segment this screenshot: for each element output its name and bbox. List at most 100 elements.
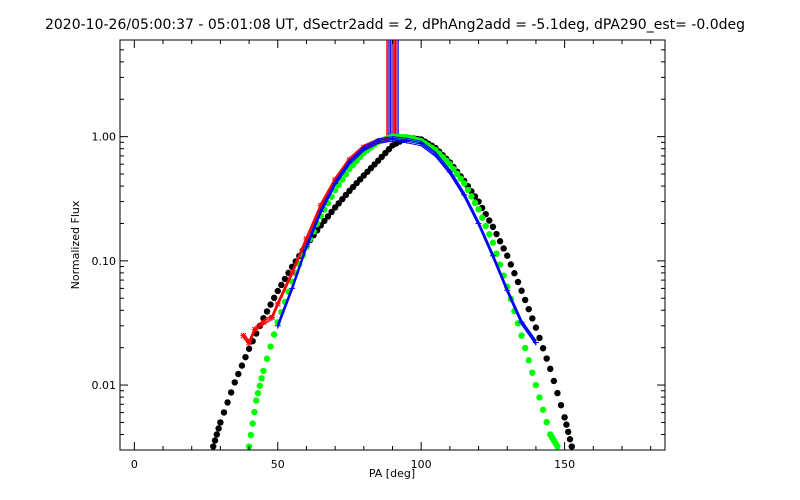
- data-point: [217, 419, 224, 426]
- ticks-layer: 0 50 100 150 0.01 0.10 1.00: [92, 39, 665, 471]
- y-tick-label: 0.01: [92, 379, 117, 392]
- data-point: [317, 202, 324, 209]
- data-point: [249, 420, 256, 427]
- data-point: [240, 332, 247, 339]
- data-point: [525, 357, 532, 364]
- data-point: [482, 222, 489, 230]
- data-point: [400, 133, 407, 141]
- data-point: [539, 345, 547, 352]
- data-point: [461, 191, 468, 198]
- data-point: [281, 275, 289, 283]
- data-point: [536, 334, 543, 342]
- chart-title: 2020-10-26/05:00:37 - 05:01:08 UT, dSect…: [44, 17, 745, 33]
- data-point: [518, 319, 525, 326]
- data-point: [317, 208, 324, 215]
- series-line: [277, 136, 537, 341]
- data-point: [238, 362, 246, 369]
- data-point: [270, 294, 278, 302]
- data-point: [375, 138, 382, 145]
- data-point: [258, 375, 265, 382]
- data-point: [246, 339, 253, 346]
- data-point: [563, 421, 570, 428]
- y-tick-label: 0.10: [92, 255, 117, 268]
- data-point: [539, 406, 547, 413]
- x-tick-label: 100: [411, 458, 432, 471]
- data-point: [324, 213, 332, 220]
- data-point: [450, 165, 457, 173]
- data-point: [532, 381, 540, 389]
- x-axis-label: PA [deg]: [369, 467, 415, 480]
- data-point: [385, 146, 393, 153]
- data-point: [500, 245, 507, 252]
- data-point: [489, 239, 497, 246]
- data-point: [260, 367, 267, 375]
- data-point: [274, 322, 281, 329]
- data-point: [471, 199, 479, 207]
- vertical-bar-annotation: [386, 40, 399, 137]
- data-point: [511, 270, 518, 277]
- data-point: [564, 428, 572, 436]
- data-point: [215, 425, 222, 432]
- data-point: [543, 418, 550, 426]
- data-point: [568, 443, 575, 450]
- data-point: [303, 235, 310, 242]
- x-tick-label: 50: [271, 458, 285, 471]
- data-point: [270, 331, 278, 338]
- data-point: [213, 431, 221, 438]
- data-point: [566, 436, 574, 443]
- data-point: [267, 343, 274, 350]
- data-point: [521, 344, 529, 352]
- data-point: [220, 409, 228, 416]
- data-point: [475, 206, 482, 213]
- data-point: [339, 195, 346, 203]
- data-point: [260, 315, 267, 322]
- data-point: [468, 193, 475, 200]
- data-point: [507, 261, 515, 268]
- data-point: [254, 389, 262, 397]
- data-point: [504, 287, 511, 294]
- data-point: [289, 269, 296, 276]
- data-point: [536, 394, 543, 401]
- data-point: [245, 345, 253, 352]
- data-point: [224, 399, 231, 406]
- data-point: [529, 315, 536, 322]
- data-point: [346, 159, 353, 166]
- data-point: [342, 191, 350, 199]
- data-point: [446, 168, 453, 175]
- data-point: [486, 231, 493, 238]
- data-point: [496, 238, 504, 245]
- data-point: [475, 220, 482, 227]
- data-point: [321, 217, 328, 225]
- data-point: [247, 431, 255, 439]
- data-point: [274, 287, 281, 295]
- data-point: [274, 300, 281, 307]
- data-point: [529, 369, 536, 376]
- data-point: [328, 208, 335, 216]
- data-point: [260, 319, 267, 326]
- data-point: [489, 252, 496, 259]
- data-point: [211, 437, 219, 444]
- x-tick-label: 0: [131, 458, 138, 471]
- data-point: [371, 161, 378, 168]
- data-point: [253, 397, 260, 404]
- data-point: [464, 186, 471, 194]
- data-point: [489, 223, 497, 231]
- data-point: [227, 389, 235, 396]
- data-point: [543, 355, 550, 362]
- data-point: [493, 230, 500, 238]
- data-point: [514, 320, 522, 327]
- data-point: [514, 278, 522, 286]
- data-point: [518, 287, 525, 294]
- data-point: [263, 308, 271, 315]
- data-point: [242, 353, 249, 361]
- data-point: [547, 365, 554, 373]
- data-point: [521, 296, 529, 304]
- data-point: [332, 180, 339, 187]
- data-point: [251, 408, 258, 416]
- data-point: [561, 414, 568, 421]
- data-point: [360, 145, 367, 152]
- data-point: [289, 285, 296, 292]
- data-point: [235, 370, 242, 378]
- data-point: [210, 443, 217, 450]
